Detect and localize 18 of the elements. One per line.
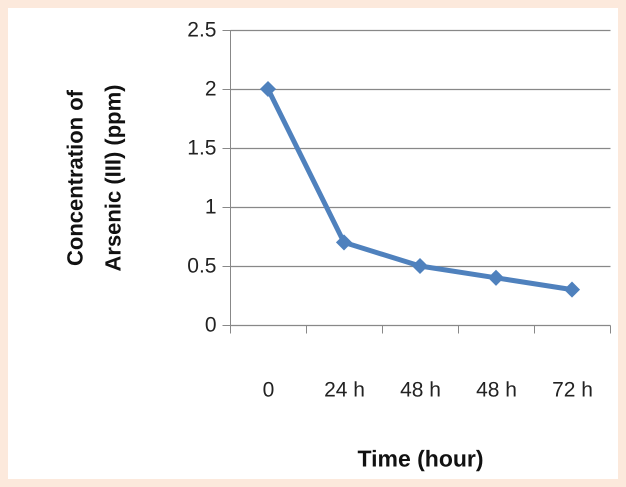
point bbox=[412, 258, 428, 274]
y-tick-label: 1.5 bbox=[187, 136, 216, 160]
x-tick-label: 48 h bbox=[400, 378, 441, 402]
y-axis-title: Concentration of Arsenic (III) (ppm) bbox=[62, 84, 126, 272]
point bbox=[260, 80, 276, 98]
point bbox=[564, 282, 580, 298]
y-tick-label: 0 bbox=[204, 314, 216, 336]
x-tick-label: 48 h bbox=[476, 378, 517, 402]
y-tick-label: 2.5 bbox=[187, 18, 216, 42]
y-tick-label: 0.5 bbox=[187, 254, 216, 278]
point bbox=[488, 270, 504, 286]
y-tick-label: 1 bbox=[204, 196, 216, 218]
x-tick-label: 0 bbox=[262, 378, 274, 402]
x-tick-label: 24 h bbox=[324, 378, 365, 402]
point bbox=[336, 234, 352, 250]
x-tick-label: 72 h bbox=[552, 378, 593, 402]
x-axis-title: Time (hour) bbox=[357, 446, 484, 472]
y-tick-label: 2 bbox=[204, 78, 216, 100]
